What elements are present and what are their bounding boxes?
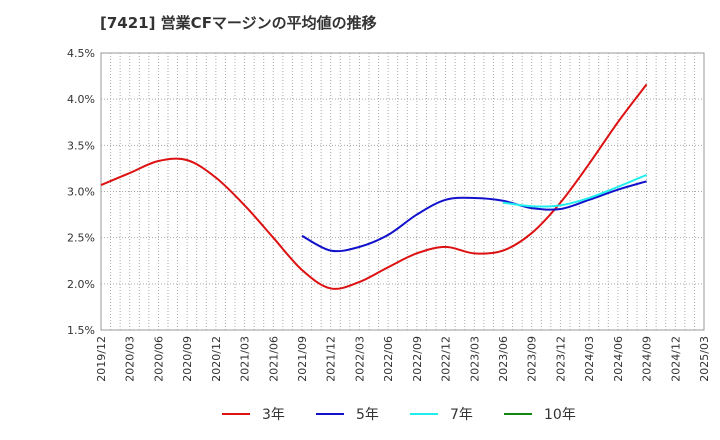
x-tick-label: 2024/09 (641, 336, 654, 382)
y-tick-label: 3.5% (67, 139, 95, 152)
x-tick-label: 2024/06 (612, 336, 625, 382)
x-tick-label: 2020/06 (152, 336, 165, 382)
x-tick-label: 2023/06 (497, 336, 510, 382)
plot-frame (100, 52, 705, 331)
x-tick-label: 2022/03 (353, 336, 366, 382)
x-tick-label: 2020/12 (210, 336, 223, 382)
x-tick-label: 2021/06 (267, 336, 280, 382)
y-tick-label: 4.5% (67, 47, 95, 60)
y-tick-label: 2.5% (67, 232, 95, 245)
x-tick-label: 2023/09 (526, 336, 539, 382)
y-tick-label: 4.0% (67, 93, 95, 106)
series-line-0 (100, 83, 648, 290)
x-tick-label: 2020/03 (124, 336, 137, 382)
x-tick-label: 2024/12 (669, 336, 682, 382)
x-tick-label: 2023/12 (554, 336, 567, 382)
legend-label: 7年 (450, 407, 473, 423)
x-tick-label: 2022/06 (382, 336, 395, 382)
x-tick-label: 2021/12 (325, 336, 338, 382)
y-tick-label: 2.0% (67, 278, 95, 291)
x-tick-label: 2025/03 (698, 336, 711, 382)
axis-layer: 1.5% 2.0% 2.5% 3.0% 3.5% 4.0% 4.5% 2019/12 2020/… (67, 47, 711, 382)
chart-title: [7421] 営業CFマージンの平均値の推移 (100, 14, 377, 32)
x-tick-label: 2021/03 (239, 336, 252, 382)
legend-label: 3年 (262, 407, 285, 423)
legend-label: 5年 (356, 407, 379, 423)
x-tick-label: 2022/09 (411, 336, 424, 382)
legend: 3年 5年 7年 10年 (222, 407, 576, 423)
x-tick-label: 2023/03 (468, 336, 481, 382)
legend-label: 10年 (544, 407, 576, 423)
series-line-2 (502, 173, 647, 208)
x-tick-label: 2024/03 (583, 336, 596, 382)
x-tick-label: 2019/12 (95, 336, 108, 382)
series-line-1 (301, 180, 647, 253)
grid-layer (101, 53, 704, 330)
x-tick-label: 2021/09 (296, 336, 309, 382)
y-tick-label: 1.5% (67, 324, 95, 337)
series-layer (100, 83, 648, 290)
x-tick-label: 2022/12 (440, 336, 453, 382)
y-tick-label: 3.0% (67, 186, 95, 199)
x-tick-label: 2020/09 (181, 336, 194, 382)
